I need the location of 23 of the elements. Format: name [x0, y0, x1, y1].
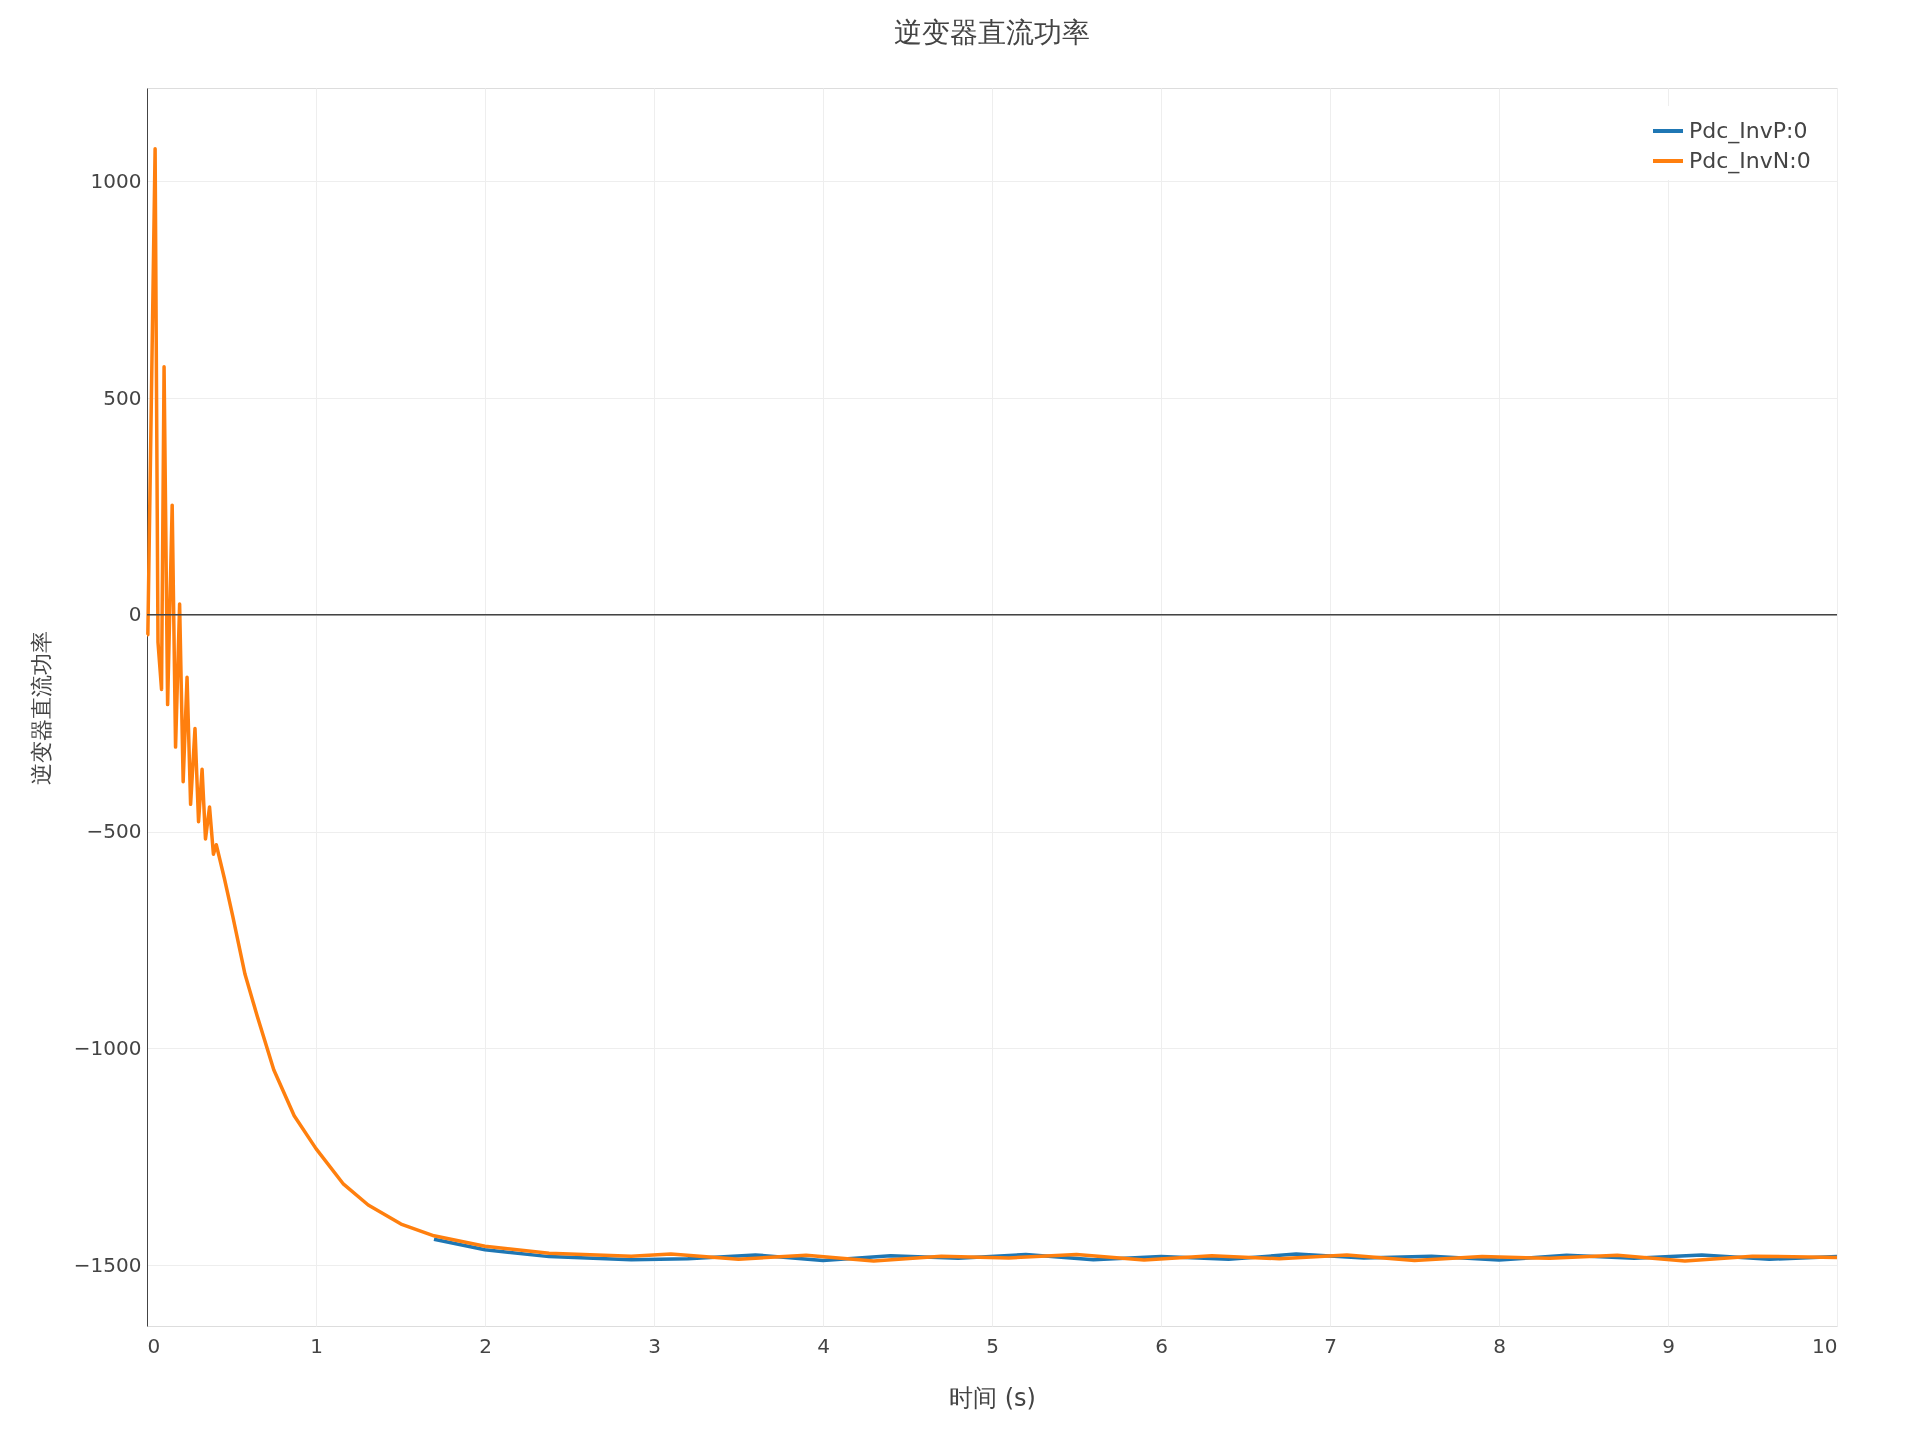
x-tick-label: 4 [817, 1333, 830, 1358]
x-tick-label: 9 [1662, 1333, 1675, 1358]
x-tick-label: 3 [648, 1333, 661, 1358]
x-axis-title: 时间 (s) [949, 1383, 1036, 1412]
line-series [145, 146, 1839, 1263]
legend-label: Pdc_InvP:0 [1689, 118, 1808, 144]
x-tick-label: 1 [310, 1333, 323, 1358]
x-tick-label: 2 [479, 1333, 492, 1358]
y-tick-label: 0 [128, 602, 142, 627]
x-tick-label: 7 [1324, 1333, 1337, 1358]
x-tick-label: 0 [147, 1333, 161, 1358]
legend-label: Pdc_InvN:0 [1689, 148, 1811, 174]
x-tick-label: 6 [1155, 1333, 1168, 1358]
chart-title: 逆变器直流功率 [894, 16, 1090, 49]
x-tick-label: 10 [1812, 1333, 1838, 1358]
y-tick-label: −1000 [73, 1035, 142, 1060]
y-axis-title: 逆变器直流功率 [28, 630, 54, 785]
y-tick-label: −500 [86, 819, 142, 844]
x-tick-label: 8 [1493, 1333, 1506, 1358]
y-tick-label: −1500 [73, 1252, 142, 1277]
y-tick-label: 1000 [90, 168, 142, 193]
x-tick-label: 5 [986, 1333, 999, 1358]
y-tick-label: 500 [103, 385, 142, 410]
